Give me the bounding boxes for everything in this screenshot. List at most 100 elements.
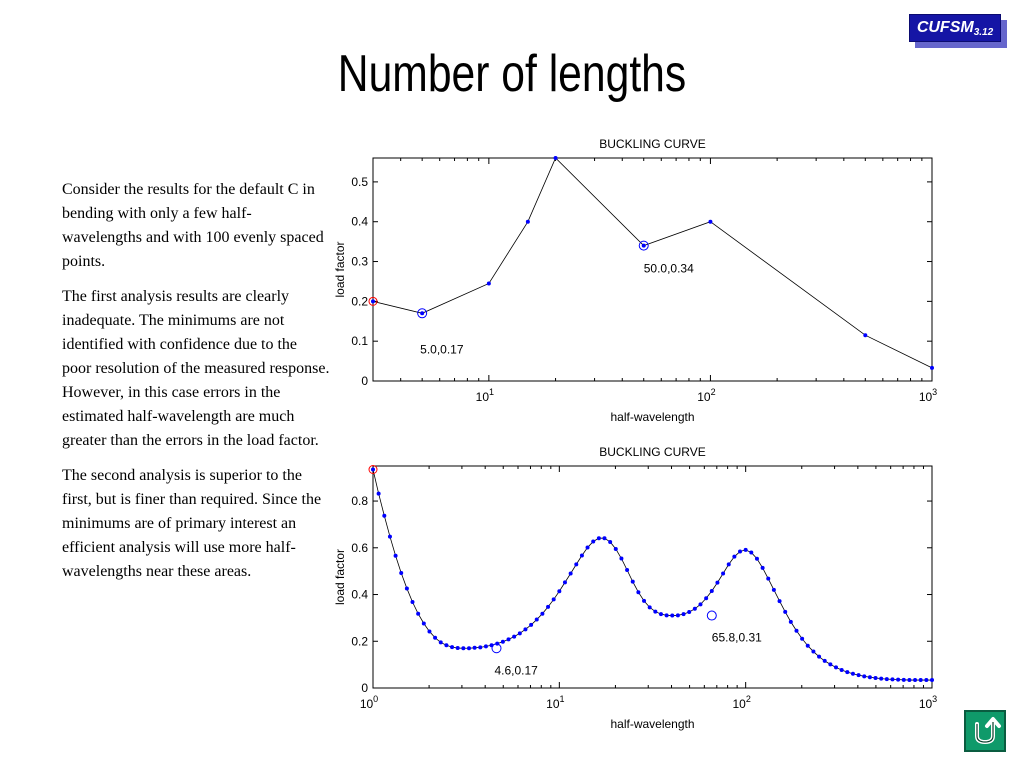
minimum-label: 65.8,0.31 (712, 631, 762, 645)
data-point (416, 611, 421, 616)
x-tick-base: 10 (360, 697, 374, 711)
data-point (766, 576, 771, 581)
logo-version: 3.12 (973, 27, 994, 38)
data-point (749, 550, 754, 555)
data-point (523, 627, 528, 632)
cufsm-logo: CUFSM3.12 (909, 14, 1007, 48)
paragraph-3: The second analysis is superior to the f… (62, 467, 322, 580)
data-point (568, 571, 573, 576)
data-point (591, 539, 596, 544)
data-point (930, 678, 934, 683)
data-point (613, 546, 618, 551)
data-point (438, 640, 443, 645)
minimum-label: 5.0,0.17 (420, 342, 464, 356)
y-tick-label: 0.1 (351, 334, 368, 348)
x-tick-label: 103 (919, 387, 937, 404)
data-point (619, 556, 624, 561)
chart-title: BUCKLING CURVE (599, 445, 705, 459)
data-point (427, 629, 432, 634)
data-point (805, 643, 810, 648)
data-point (715, 580, 720, 585)
data-point (783, 609, 788, 614)
y-axis-label: load factor (333, 241, 347, 297)
data-point (641, 243, 646, 248)
data-point (529, 622, 534, 627)
x-tick-base: 10 (546, 697, 560, 711)
data-point (602, 536, 607, 541)
data-point (664, 613, 669, 618)
data-point (506, 637, 511, 642)
data-point (743, 547, 748, 552)
data-point (828, 662, 833, 667)
data-point (486, 281, 491, 286)
y-tick-label: 0.4 (351, 215, 368, 229)
data-point (675, 613, 680, 618)
data-point (478, 645, 483, 650)
x-tick-base: 10 (919, 390, 933, 404)
data-point (371, 299, 375, 304)
data-point (557, 589, 562, 594)
chart-title: BUCKLING CURVE (599, 137, 705, 151)
data-point (721, 571, 726, 576)
y-tick-label: 0.6 (351, 541, 368, 555)
page-title: Number of lengths (337, 45, 687, 103)
data-point (546, 604, 551, 609)
data-point (387, 534, 392, 539)
data-point (455, 646, 460, 651)
data-point (822, 658, 827, 663)
data-point (512, 634, 517, 639)
data-point (760, 565, 765, 570)
data-point (472, 645, 477, 650)
data-point (433, 635, 438, 640)
x-tick-base: 10 (697, 390, 711, 404)
data-point (404, 586, 409, 591)
x-axis-label: half-wavelength (610, 410, 694, 424)
data-point (642, 598, 647, 603)
data-point (901, 677, 906, 682)
y-tick-label: 0.2 (351, 634, 368, 648)
data-point (890, 677, 895, 682)
data-point (525, 219, 530, 224)
data-point (924, 678, 929, 683)
data-point (585, 545, 590, 550)
data-point (788, 619, 793, 624)
x-tick-exponent: 3 (932, 387, 937, 397)
data-point (907, 678, 912, 683)
data-point (420, 311, 425, 316)
y-tick-label: 0.3 (351, 255, 368, 269)
data-point (670, 613, 675, 618)
data-point (517, 631, 522, 636)
description-text: Consider the results for the default C i… (62, 178, 330, 595)
data-point (574, 562, 579, 567)
data-point (709, 589, 714, 594)
y-axis-label: load factor (333, 549, 347, 605)
data-point (540, 611, 545, 616)
data-point (708, 219, 713, 224)
x-tick-exponent: 2 (711, 387, 716, 397)
data-point (608, 539, 613, 544)
data-point (884, 677, 889, 682)
data-point (817, 654, 822, 659)
data-point (896, 677, 901, 682)
data-point (704, 596, 709, 601)
data-point (410, 600, 415, 605)
x-tick-base: 10 (919, 697, 933, 711)
data-point (393, 553, 398, 558)
minimum-marker (417, 308, 428, 319)
return-nav-button[interactable] (964, 710, 1006, 752)
data-point (811, 649, 816, 654)
data-point (376, 491, 381, 496)
x-tick-label: 100 (360, 694, 378, 711)
data-point (461, 646, 466, 651)
data-point (777, 599, 782, 604)
minimum-marker (491, 643, 502, 654)
data-point (382, 513, 387, 518)
data-point (863, 333, 868, 338)
data-point (399, 571, 404, 576)
data-point (867, 675, 872, 680)
data-point (794, 628, 799, 633)
data-point (771, 587, 776, 592)
y-tick-label: 0.4 (351, 588, 368, 602)
